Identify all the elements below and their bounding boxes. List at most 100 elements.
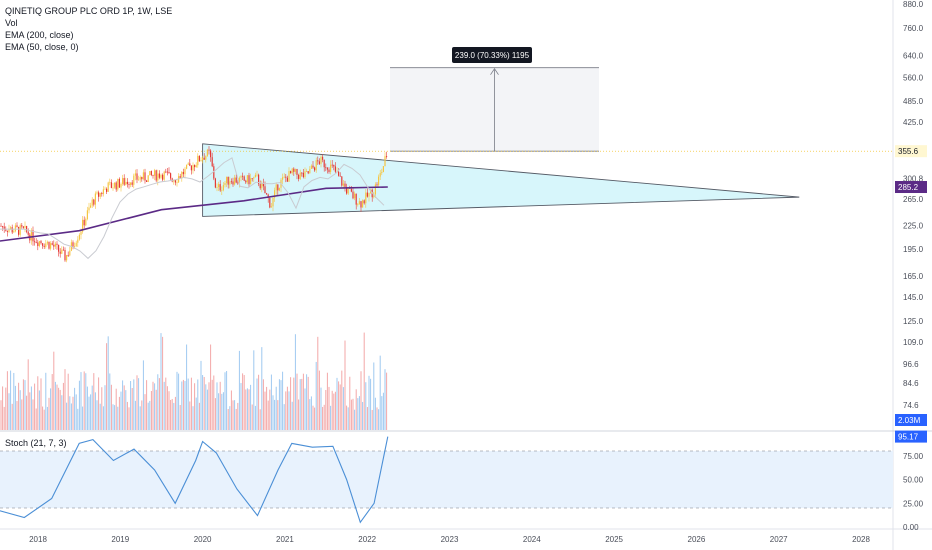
candle xyxy=(298,174,300,179)
candle xyxy=(139,177,141,180)
candle xyxy=(325,167,327,169)
volume-bar xyxy=(96,400,98,430)
time-tick-label: 2023 xyxy=(441,535,459,544)
candle xyxy=(326,167,328,170)
stoch-value-tag-text: 95.17 xyxy=(898,433,919,442)
candle xyxy=(154,170,156,176)
candle xyxy=(283,176,285,178)
candle xyxy=(6,230,8,232)
candle xyxy=(259,184,261,189)
candle xyxy=(218,184,220,188)
volume-tag: 2.03M xyxy=(895,414,927,426)
volume-bar xyxy=(14,385,16,430)
candle xyxy=(222,185,224,191)
volume-bar xyxy=(134,400,136,430)
time-tick-label: 2021 xyxy=(276,535,294,544)
volume-bar xyxy=(250,384,252,430)
candle xyxy=(64,249,66,261)
candle xyxy=(2,226,4,228)
volume-bar xyxy=(149,400,151,430)
candle xyxy=(19,225,21,235)
candle xyxy=(293,168,295,172)
candle xyxy=(8,229,10,232)
volume-bar xyxy=(54,381,56,430)
volume-bar xyxy=(328,386,330,430)
stoch-tick-label: 50.00 xyxy=(903,476,924,485)
volume-bar xyxy=(238,350,240,430)
candle xyxy=(294,168,296,172)
current-price-tag-bg xyxy=(895,145,927,158)
candle xyxy=(246,175,248,183)
volume-bar xyxy=(110,384,112,430)
volume-bar xyxy=(13,372,15,430)
volume-bar xyxy=(283,404,285,430)
volume-bar xyxy=(27,359,29,430)
volume-bar xyxy=(355,389,357,430)
volume-bar xyxy=(67,373,69,430)
candle xyxy=(221,190,223,191)
volume-bar xyxy=(181,381,183,430)
stoch-indicator-label: Stoch (21, 7, 3) xyxy=(5,438,67,448)
volume-bar xyxy=(22,379,24,430)
volume-bar xyxy=(206,389,208,430)
volume-bar xyxy=(286,386,288,430)
volume-bar xyxy=(48,397,50,430)
candle xyxy=(258,174,260,185)
time-tick-label: 2024 xyxy=(523,535,541,544)
candle xyxy=(318,161,320,164)
volume-bar xyxy=(142,360,144,430)
volume-bar xyxy=(78,380,80,430)
volume-bar xyxy=(165,377,167,430)
stoch-band xyxy=(0,451,893,508)
volume-bar xyxy=(304,388,306,430)
candle xyxy=(88,207,90,211)
volume-bar xyxy=(168,391,170,430)
candle xyxy=(384,156,386,167)
volume-bar xyxy=(10,370,12,430)
candle xyxy=(77,239,79,243)
candle xyxy=(110,182,112,188)
candle xyxy=(206,149,208,156)
volume-bar xyxy=(51,374,53,430)
candle xyxy=(150,171,152,175)
candle xyxy=(152,174,154,176)
volume-bar xyxy=(160,333,162,430)
candle xyxy=(216,187,218,188)
volume-bar xyxy=(107,336,109,430)
time-tick-label: 2019 xyxy=(111,535,129,544)
volume-bar xyxy=(94,392,96,430)
candle xyxy=(229,181,231,185)
current-price-tag: 355.6 xyxy=(895,145,927,158)
volume-bar xyxy=(251,404,253,430)
candle xyxy=(197,155,199,166)
candle xyxy=(240,175,242,178)
candle xyxy=(256,174,258,176)
volume-bar xyxy=(227,409,229,430)
candle xyxy=(378,176,380,186)
volume-bar xyxy=(59,389,61,430)
candle xyxy=(42,243,44,246)
volume-bar xyxy=(34,383,36,430)
price-tick-label: 96.6 xyxy=(903,360,919,369)
volume-bar xyxy=(30,386,32,430)
volume-bar xyxy=(38,390,40,430)
volume-bar xyxy=(11,403,13,430)
volume-bar xyxy=(93,373,95,430)
candle xyxy=(179,176,181,178)
measure-arrow-head xyxy=(490,67,499,75)
volume-tag-text: 2.03M xyxy=(898,416,921,425)
candle xyxy=(358,201,360,205)
candle xyxy=(373,194,375,198)
candle xyxy=(214,178,216,188)
volume-bar xyxy=(0,400,2,430)
ema200-tag: 285.2 xyxy=(895,181,927,194)
volume-bar xyxy=(187,378,189,430)
candle xyxy=(43,245,45,247)
candle xyxy=(13,231,15,233)
candle xyxy=(85,219,87,226)
volume-bar xyxy=(58,387,60,430)
volume-bar xyxy=(45,372,47,430)
candle xyxy=(102,189,104,195)
candle xyxy=(368,193,370,197)
